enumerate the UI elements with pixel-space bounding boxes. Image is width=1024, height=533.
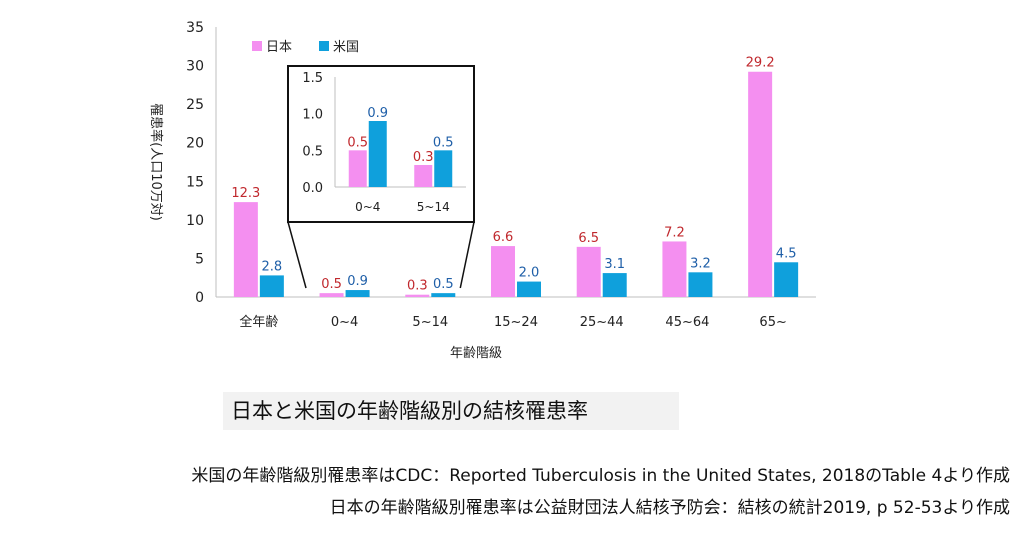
- data-label-japan: 7.2: [664, 225, 685, 240]
- y-tick-label: 15: [186, 174, 204, 190]
- data-label-us: 2.0: [519, 266, 540, 281]
- y-tick-label: 30: [186, 59, 204, 75]
- bar-japan: [233, 202, 258, 297]
- data-label-japan: 6.5: [578, 231, 599, 246]
- y-axis-label: 罹患率(人口10万対): [148, 103, 164, 221]
- y-tick-label: 0: [195, 290, 204, 306]
- x-tick-label: 15~24: [494, 315, 538, 330]
- bar-us: [688, 272, 713, 297]
- bar-us: [259, 275, 284, 297]
- inset-data-label-japan: 0.3: [413, 150, 434, 165]
- x-tick-label: 5~14: [412, 315, 448, 330]
- inset-data-label-japan: 0.5: [347, 135, 368, 150]
- data-label-us: 4.5: [776, 246, 797, 261]
- inset-bar-us: [434, 150, 453, 187]
- data-label-japan: 29.2: [746, 56, 775, 71]
- x-tick-label: 25~44: [580, 315, 624, 330]
- x-tick-label: 65~: [759, 315, 786, 330]
- inset-data-label-us: 0.5: [433, 135, 454, 150]
- inset-y-tick-label: 1.5: [302, 71, 323, 86]
- inset-connector-left: [287, 221, 307, 289]
- inset-y-tick-label: 0.0: [302, 181, 323, 196]
- x-axis-label: 年齢階級: [450, 346, 502, 361]
- data-label-us: 3.2: [690, 256, 711, 271]
- inset-bar-us: [368, 121, 387, 187]
- bar-us: [345, 290, 370, 297]
- data-label-us: 3.1: [604, 257, 625, 272]
- source-note-us: 米国の年齢階級別罹患率はCDC：Reported Tuberculosis in…: [191, 466, 1010, 486]
- figure-title: 日本と米国の年齢階級別の結核罹患率: [223, 392, 679, 430]
- inset-y-tick-label: 1.0: [302, 108, 323, 123]
- y-tick-label: 10: [186, 213, 204, 229]
- inset-x-tick-label: 0~4: [355, 200, 380, 214]
- x-tick-label: 全年齢: [239, 314, 278, 330]
- data-label-us: 0.5: [433, 277, 454, 292]
- y-tick-label: 25: [186, 97, 204, 113]
- bar-japan: [662, 241, 687, 297]
- bar-us: [517, 281, 541, 297]
- bar-japan: [748, 71, 773, 297]
- bar-japan: [405, 294, 430, 297]
- inset-bar-japan: [348, 150, 367, 187]
- y-tick-label: 35: [186, 20, 204, 36]
- inset-data-label-us: 0.9: [367, 106, 388, 121]
- inset-x-tick-label: 5~14: [417, 200, 450, 214]
- bar-us: [602, 273, 627, 297]
- data-label-japan: 0.5: [321, 277, 342, 292]
- y-tick-label: 20: [186, 136, 204, 152]
- data-label-us: 2.8: [262, 259, 283, 274]
- source-note-jp: 日本の年齢階級別罹患率は公益財団法人結核予防会：結核の統計2019, p 52-…: [329, 498, 1010, 518]
- x-tick-label: 45~64: [665, 315, 709, 330]
- data-label-japan: 0.3: [407, 279, 428, 294]
- x-tick-label: 0~4: [331, 315, 358, 330]
- inset-connector-right: [459, 221, 475, 289]
- legend-swatch-us: [319, 41, 329, 51]
- bar-japan: [319, 293, 344, 297]
- bar-japan: [576, 246, 601, 297]
- bar-us: [431, 293, 456, 297]
- legend-label-us: 米国: [333, 40, 359, 55]
- data-label-us: 0.9: [347, 274, 368, 289]
- data-label-japan: 6.6: [493, 230, 514, 245]
- data-label-japan: 12.3: [231, 186, 260, 201]
- legend-label-japan: 日本: [266, 40, 292, 55]
- legend-swatch-japan: [252, 41, 262, 51]
- bar-us: [774, 262, 799, 297]
- bar-chart: 0 5 10 15 20 25 30 35 罹患率(人口10万対) 年齢階級 12.3 2.8 全年齢 0…: [148, 20, 816, 361]
- bar-japan: [491, 246, 515, 297]
- inset-bar-japan: [414, 165, 433, 187]
- y-tick-label: 5: [195, 251, 204, 267]
- inset-y-tick-label: 0.5: [302, 144, 323, 159]
